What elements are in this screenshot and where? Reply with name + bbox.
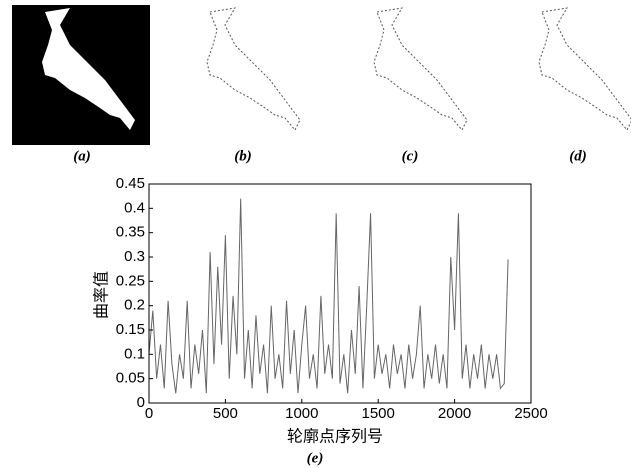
- panel-label: (b): [234, 148, 252, 164]
- y-tick-label: 0.2: [124, 297, 145, 314]
- y-axis-label: 曲率值: [92, 271, 111, 319]
- x-tick-label: 1500: [362, 405, 395, 422]
- x-tick-label: 2500: [514, 405, 547, 422]
- y-tick-label: 0.1: [124, 345, 145, 362]
- contour-c: [373, 7, 468, 131]
- x-tick-label: 1000: [285, 405, 318, 422]
- plot-frame: [148, 183, 532, 404]
- y-tick-label: 0: [137, 394, 145, 411]
- curvature-line: [148, 198, 509, 394]
- y-tick-label: 0.15: [116, 321, 145, 338]
- x-axis-label: 轮廓点序列号: [287, 427, 383, 446]
- y-tick-label: 0.3: [124, 248, 145, 265]
- contour-d: [538, 7, 631, 131]
- y-tick-label: 0.25: [116, 272, 145, 289]
- contour-b: [206, 7, 301, 131]
- y-tick-label: 0.05: [116, 370, 145, 387]
- panel-label: (c): [402, 148, 419, 164]
- y-tick-label: 0.45: [116, 175, 145, 192]
- panel-label: (d): [569, 148, 587, 164]
- panel-label: (a): [73, 148, 91, 164]
- chart-caption: (e): [307, 450, 324, 466]
- x-tick-label: 2000: [438, 405, 471, 422]
- y-tick-label: 0.4: [124, 199, 145, 216]
- y-tick-label: 0.35: [116, 224, 145, 241]
- x-tick-label: 0: [145, 405, 153, 422]
- x-tick-label: 500: [213, 405, 238, 422]
